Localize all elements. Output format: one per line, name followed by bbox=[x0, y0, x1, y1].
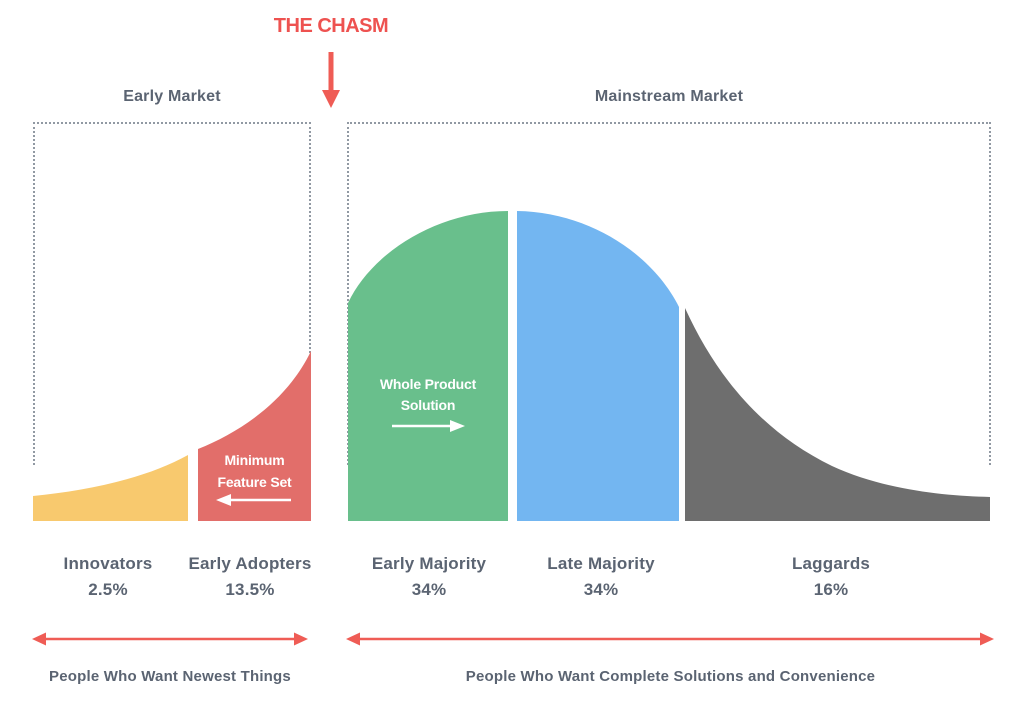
early-market-caption: People Who Want Newest Things bbox=[49, 668, 291, 685]
early-market-dotted-box bbox=[33, 122, 311, 465]
early-adopters-label: Early Adopters 13.5% bbox=[165, 551, 335, 603]
early-majority-label: Early Majority 34% bbox=[344, 551, 514, 603]
segment-name: Early Adopters bbox=[188, 554, 312, 573]
late-majority-area bbox=[517, 211, 679, 521]
whole-product-solution-note: Whole Product Solution bbox=[363, 374, 493, 416]
segment-name: Laggards bbox=[791, 554, 871, 573]
mainstream-market-label: Mainstream Market bbox=[594, 88, 744, 105]
early-market-range-arrow-icon bbox=[32, 632, 308, 646]
innovators-area bbox=[33, 455, 188, 521]
whole-product-solution-line1: Whole Product bbox=[379, 376, 477, 392]
segment-percent: 34% bbox=[411, 580, 447, 599]
chasm-down-arrow-icon bbox=[322, 52, 340, 108]
minimum-feature-set-line1: Minimum bbox=[224, 452, 285, 468]
segment-percent: 16% bbox=[813, 580, 849, 599]
early-adopters-area bbox=[198, 351, 311, 521]
minimum-feature-set-line2: Feature Set bbox=[217, 474, 292, 490]
late-majority-label: Late Majority 34% bbox=[516, 551, 686, 603]
early-market-label: Early Market bbox=[123, 88, 221, 105]
segment-name: Late Majority bbox=[547, 554, 655, 573]
minimum-feature-set-note: Minimum Feature Set bbox=[198, 449, 311, 493]
segment-name: Early Majority bbox=[371, 554, 487, 573]
innovators-label: Innovators 2.5% bbox=[23, 551, 193, 603]
whole-product-solution-arrow-icon bbox=[392, 420, 465, 432]
early-majority-area bbox=[348, 211, 508, 521]
minimum-feature-set-arrow-icon bbox=[216, 494, 291, 506]
whole-product-solution-line2: Solution bbox=[400, 397, 456, 413]
mainstream-market-dotted-box bbox=[347, 122, 991, 465]
segment-name: Innovators bbox=[63, 554, 153, 573]
laggards-label: Laggards 16% bbox=[746, 551, 916, 603]
segment-percent: 13.5% bbox=[225, 580, 275, 599]
mainstream-market-caption: People Who Want Complete Solutions and C… bbox=[465, 668, 876, 685]
laggards-area bbox=[685, 308, 990, 521]
segment-percent: 34% bbox=[583, 580, 619, 599]
chasm-title: THE CHASM bbox=[273, 15, 389, 37]
segment-percent: 2.5% bbox=[88, 580, 128, 599]
mainstream-market-range-arrow-icon bbox=[346, 632, 994, 646]
